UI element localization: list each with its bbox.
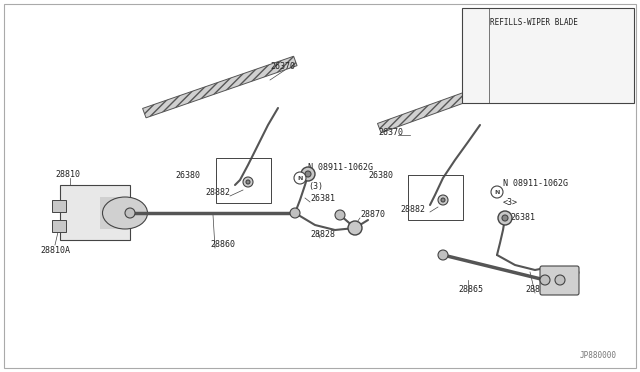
Text: 28860: 28860 — [210, 240, 235, 249]
Text: 26381: 26381 — [310, 194, 335, 203]
Circle shape — [491, 186, 503, 198]
Text: 26373: 26373 — [587, 76, 612, 85]
Bar — [408, 175, 463, 220]
Polygon shape — [378, 76, 512, 133]
Bar — [52, 200, 66, 212]
Circle shape — [348, 221, 362, 235]
Circle shape — [498, 211, 512, 225]
Circle shape — [125, 208, 135, 218]
Text: 28828+A: 28828+A — [525, 285, 560, 294]
Circle shape — [441, 198, 445, 202]
Text: 28810: 28810 — [55, 170, 80, 179]
Circle shape — [305, 171, 311, 177]
Ellipse shape — [102, 197, 147, 229]
Text: N: N — [494, 189, 500, 195]
Text: 26380: 26380 — [368, 170, 393, 180]
Text: 26373: 26373 — [532, 63, 557, 72]
Circle shape — [246, 180, 250, 184]
Bar — [52, 220, 66, 232]
Text: <3>: <3> — [503, 198, 518, 207]
Circle shape — [243, 177, 253, 187]
Bar — [216, 158, 271, 203]
Text: 26380: 26380 — [175, 170, 200, 180]
Text: 28870: 28870 — [360, 210, 385, 219]
Text: 28882: 28882 — [205, 188, 230, 197]
FancyBboxPatch shape — [540, 266, 579, 295]
Circle shape — [555, 275, 565, 285]
Text: (3): (3) — [308, 182, 323, 191]
Text: N: N — [298, 176, 303, 180]
Polygon shape — [143, 56, 297, 118]
Circle shape — [335, 210, 345, 220]
Bar — [462, 8, 634, 103]
Polygon shape — [511, 64, 630, 78]
Text: N 08911-1062G: N 08911-1062G — [308, 163, 373, 172]
Text: 28810A: 28810A — [40, 246, 70, 255]
Text: 28882: 28882 — [400, 205, 425, 214]
Text: 26370: 26370 — [378, 128, 403, 137]
Circle shape — [301, 167, 315, 181]
Text: 26370: 26370 — [270, 62, 295, 71]
Text: 28865: 28865 — [458, 285, 483, 294]
Text: 28828: 28828 — [310, 230, 335, 239]
Polygon shape — [493, 26, 618, 40]
Text: REFILLS-WIPER BLADE: REFILLS-WIPER BLADE — [490, 18, 578, 27]
Bar — [100, 197, 130, 229]
Circle shape — [294, 172, 306, 184]
Text: N 08911-1062G: N 08911-1062G — [503, 179, 568, 188]
Circle shape — [502, 215, 508, 221]
Circle shape — [438, 250, 448, 260]
Circle shape — [290, 208, 300, 218]
Circle shape — [540, 275, 550, 285]
Bar — [60, 185, 130, 240]
Text: 28875: 28875 — [555, 268, 580, 277]
Circle shape — [438, 195, 448, 205]
Text: 26381: 26381 — [510, 213, 535, 222]
Text: JP880000: JP880000 — [580, 351, 617, 360]
